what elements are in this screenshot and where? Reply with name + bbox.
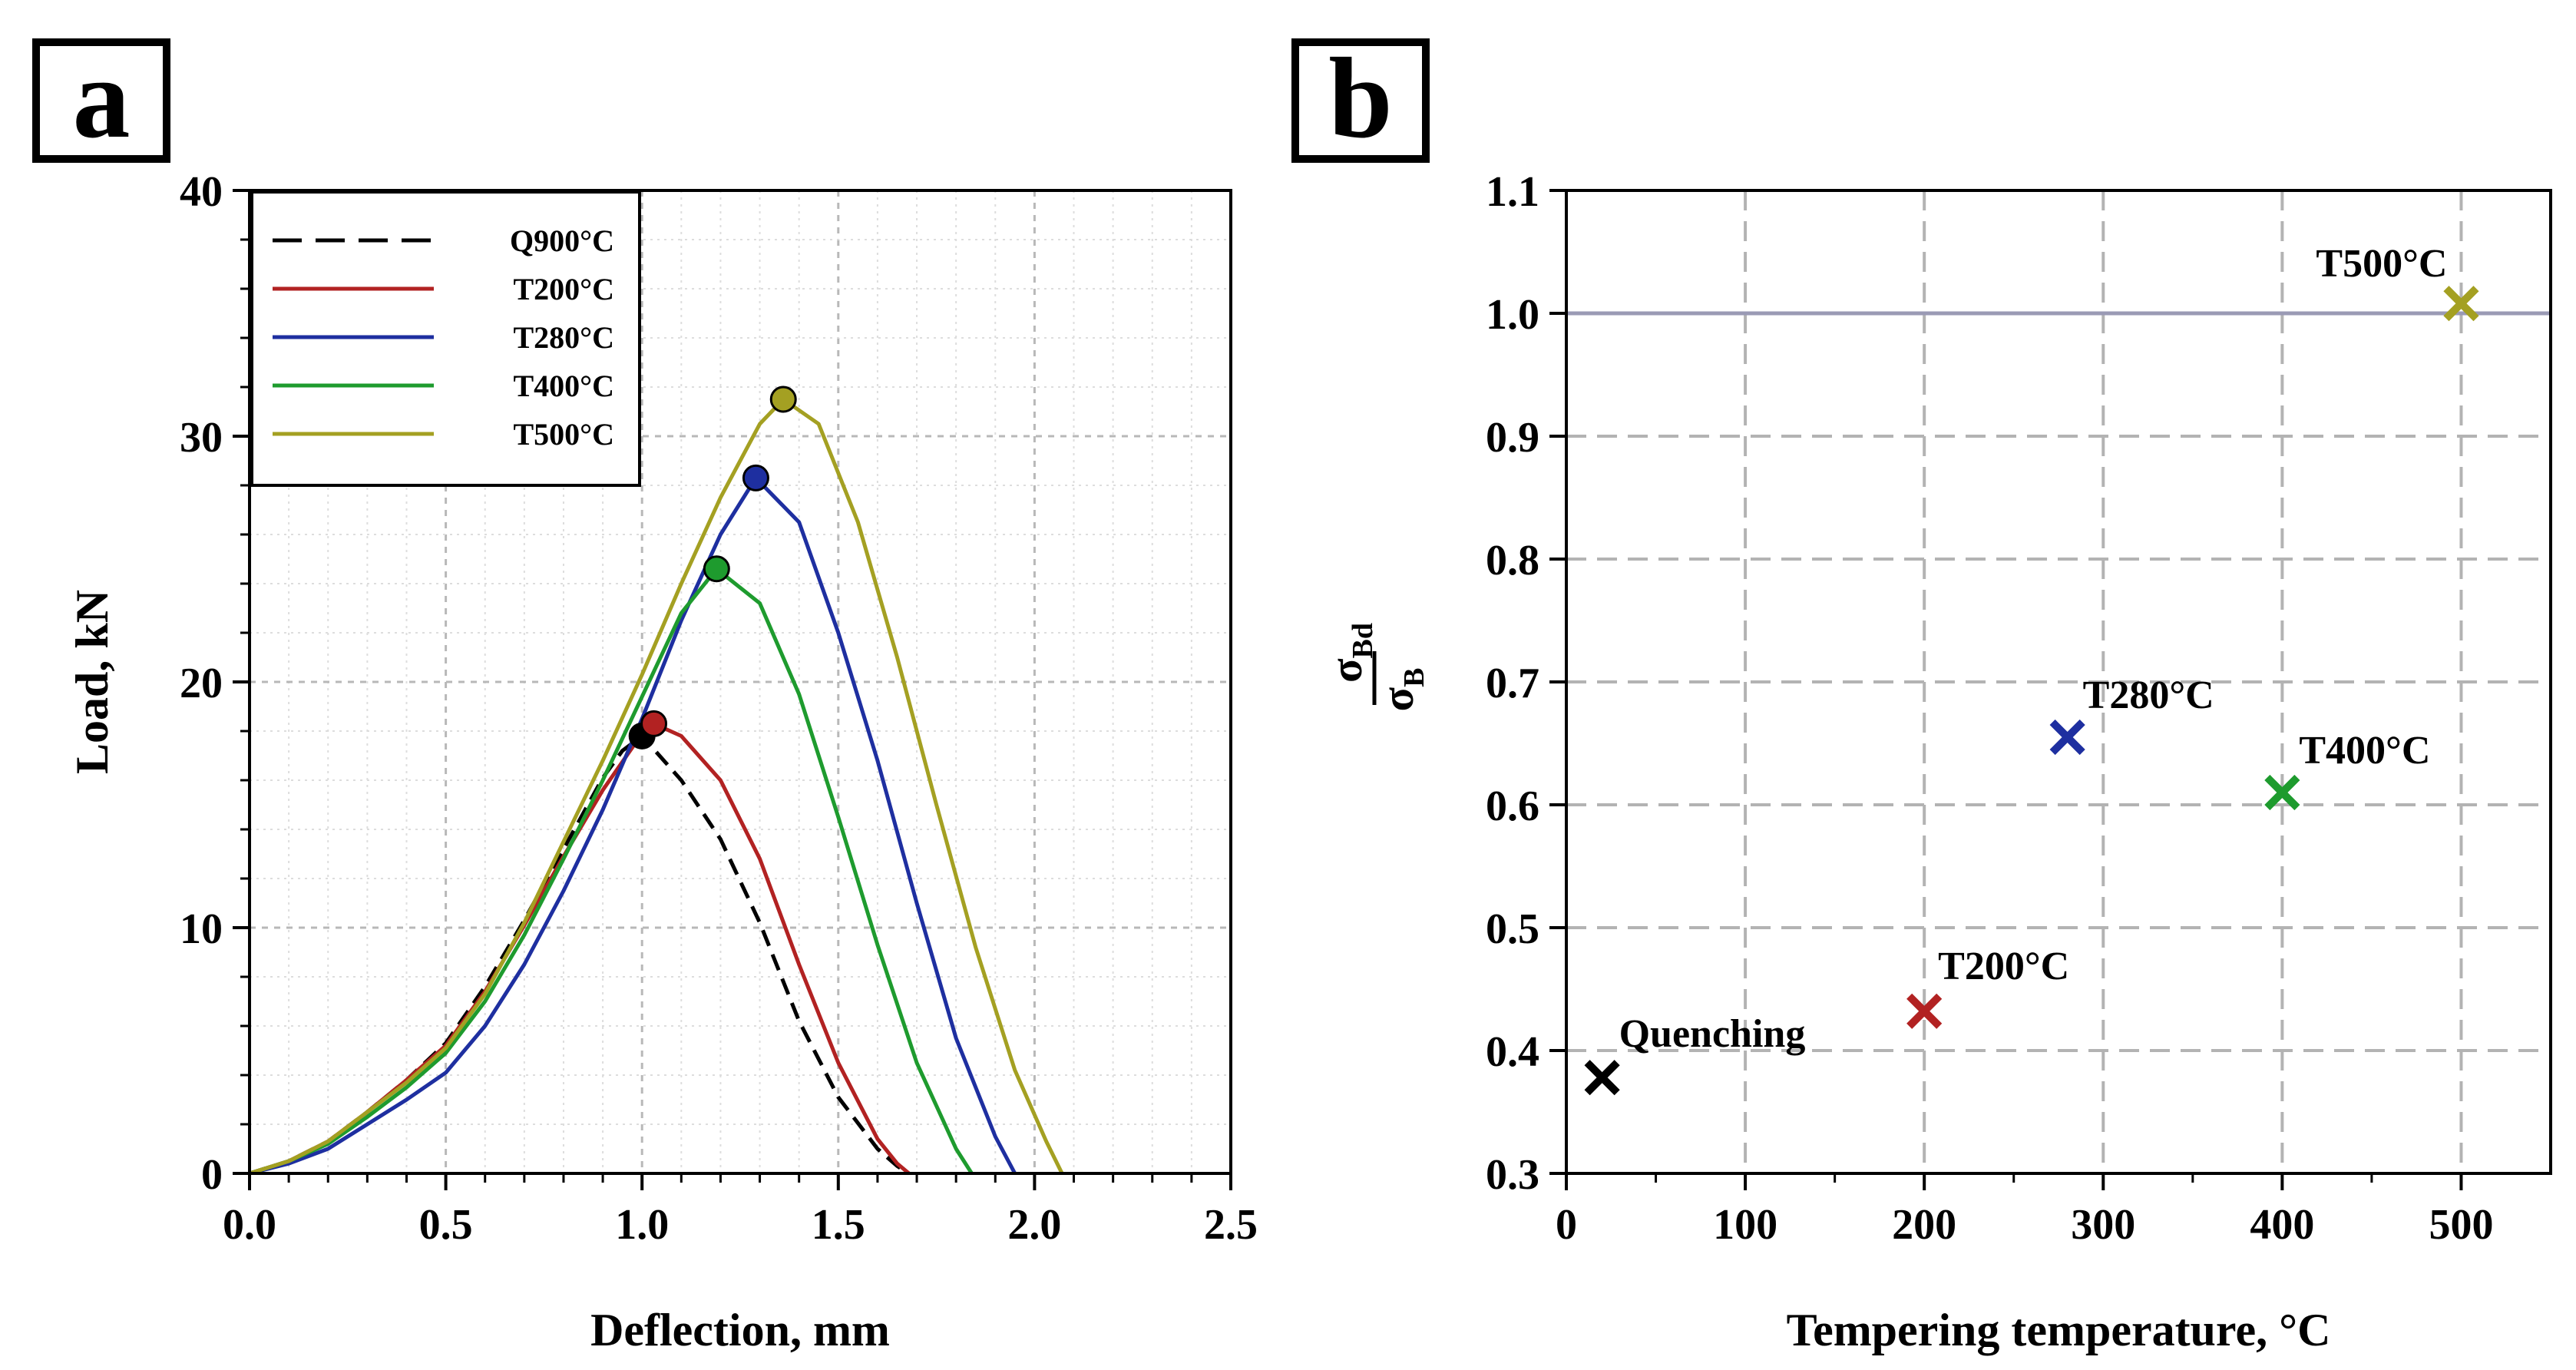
scatter-mark-stroke: [2443, 286, 2479, 322]
y-tick-label-b: 0.3: [1486, 1151, 1539, 1199]
scatter-point-quenching: Quenching: [1584, 1012, 1806, 1096]
x-tick-label-a: 0.0: [223, 1201, 276, 1249]
y-tick-label-b: 0.5: [1486, 905, 1539, 953]
scatter-mark-stroke: [1584, 1060, 1620, 1096]
x-tick-label-a: 2.0: [1007, 1201, 1061, 1249]
y-tick-label-b: 0.4: [1486, 1028, 1539, 1076]
peak-markers-a: [628, 386, 797, 750]
series-line-t200c: [249, 721, 911, 1176]
series-lines-a: [249, 397, 1064, 1176]
y-tick-label-b: 1.0: [1486, 291, 1539, 339]
peak-marker-t200c: [640, 710, 668, 737]
ticks-b: 0 100 200 300 400 500 0.3 0.4 0.5 0.6 0.7 0.8 0.9 1.0…: [1486, 168, 2493, 1249]
series-line-t280c: [249, 475, 1017, 1176]
x-tick-label-b: 300: [2071, 1201, 2135, 1249]
scatter-point-t400c: T400°C: [2264, 729, 2430, 811]
panel-label-a-text: a: [73, 35, 131, 162]
series-line-q900c: [249, 733, 911, 1176]
peak-marker-t280c: [742, 464, 769, 491]
scatter-label-t400c: T400°C: [2299, 729, 2430, 773]
x-tick-label-b: 100: [1713, 1201, 1777, 1249]
x-tick-label-a: 2.5: [1204, 1201, 1258, 1249]
y-label-denominator: σB: [1373, 668, 1430, 712]
chart-panel-b: Quenching T200°C T280°C T400°C T500°C 0 100 20…: [1321, 168, 2552, 1355]
y-tick-label-b: 0.9: [1486, 414, 1539, 462]
y-tick-label-b: 0.8: [1486, 537, 1539, 584]
y-axis-label-a: Load, kN: [67, 590, 117, 774]
legend-a: Q900°C T200°C T280°C T400°C T500°C: [250, 190, 641, 487]
panel-label-b: b: [1291, 35, 1430, 163]
y-tick-label-b: 0.7: [1486, 660, 1539, 707]
y-tick-label-a: 0: [201, 1151, 223, 1199]
scatter-mark-stroke: [2049, 719, 2085, 756]
legend-label: T500°C: [513, 417, 614, 452]
x-tick-label-b: 0: [1556, 1201, 1577, 1249]
scatter-point-t500c: T500°C: [2316, 242, 2479, 322]
scatter-mark-stroke: [2264, 774, 2300, 811]
legend-label: T280°C: [513, 320, 614, 355]
legend-label: Q900°C: [510, 223, 614, 258]
y-tick-label-a: 30: [180, 414, 223, 462]
x-axis-label-a: Deflection, mm: [590, 1305, 890, 1355]
x-tick-label-a: 0.5: [419, 1201, 473, 1249]
y-axis-label-b: σBd σB: [1321, 623, 1430, 711]
scatter-label-t200c: T200°C: [1938, 945, 2069, 988]
ticks-a: 0.0 0.5 1.0 1.5 2.0 2.5 0 10 20 30 40: [180, 168, 1258, 1249]
x-tick-label-a: 1.0: [615, 1201, 669, 1249]
y-tick-label-b: 0.6: [1486, 783, 1539, 830]
peak-marker-t400c: [703, 555, 730, 583]
peak-marker-t500c: [769, 386, 797, 413]
scatter-mark-stroke: [1906, 993, 1943, 1029]
y-tick-label-a: 40: [180, 168, 223, 216]
scatter-points-b: Quenching T200°C T280°C T400°C T500°C: [1584, 242, 2479, 1096]
y-tick-label-a: 20: [180, 660, 223, 707]
y-label-numerator: σBd: [1321, 623, 1379, 683]
scatter-label-quenching: Quenching: [1619, 1012, 1806, 1056]
legend-label: T200°C: [513, 272, 614, 306]
y-tick-label-a: 10: [180, 905, 223, 953]
x-tick-label-a: 1.5: [812, 1201, 865, 1249]
scatter-label-t280c: T280°C: [2083, 673, 2214, 717]
x-tick-label-b: 200: [1892, 1201, 1956, 1249]
scatter-point-t280c: T280°C: [2049, 673, 2214, 756]
x-tick-label-b: 400: [2250, 1201, 2314, 1249]
chart-panel-a: 0.0 0.5 1.0 1.5 2.0 2.5 0 10 20 30 40 Q900°C T200°C…: [67, 168, 1258, 1355]
scatter-point-t200c: T200°C: [1906, 945, 2069, 1029]
series-line-t500c: [249, 397, 1064, 1176]
scatter-label-t500c: T500°C: [2316, 242, 2447, 286]
y-tick-label-b: 1.1: [1486, 168, 1539, 216]
panel-label-a: a: [32, 35, 170, 163]
series-line-t400c: [249, 567, 974, 1176]
legend-label: T400°C: [513, 369, 614, 403]
x-axis-label-b: Tempering temperature, °C: [1787, 1305, 2331, 1355]
x-tick-label-b: 500: [2429, 1201, 2493, 1249]
panel-label-b-text: b: [1328, 35, 1392, 162]
